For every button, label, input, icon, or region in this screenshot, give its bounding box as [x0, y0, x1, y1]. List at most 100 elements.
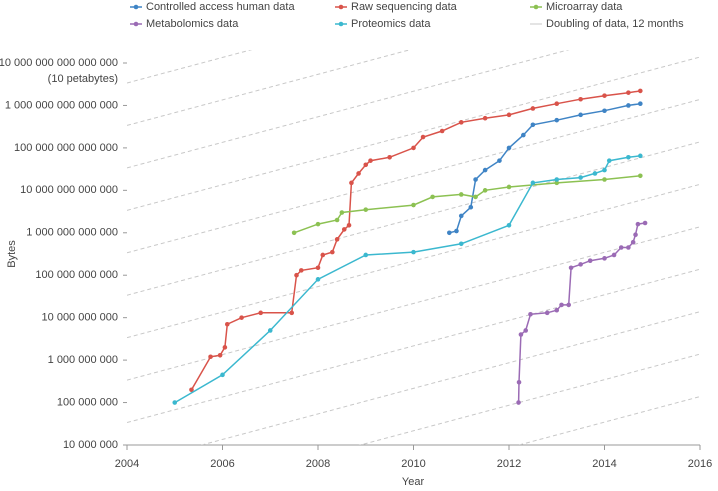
data-point	[239, 315, 244, 320]
data-point	[602, 167, 607, 173]
data-point	[554, 307, 560, 313]
data-point	[618, 245, 624, 250]
data-point	[506, 223, 512, 228]
data-point	[458, 192, 464, 197]
y-tick-label: 1 000 000 000 000	[26, 227, 118, 239]
data-point	[473, 194, 478, 200]
data-point	[363, 207, 369, 212]
data-point	[430, 194, 435, 200]
series-line	[517, 222, 646, 403]
data-point	[626, 103, 631, 108]
data-point	[530, 180, 536, 186]
annotation: (10 petabytes)	[48, 73, 118, 85]
data-point	[578, 112, 583, 118]
data-point	[320, 252, 326, 258]
data-point	[298, 268, 304, 273]
data-point	[506, 184, 512, 190]
x-tick-label: 2012	[497, 458, 521, 470]
y-tick-label: 100 000 000	[57, 396, 118, 408]
data-point	[482, 167, 488, 173]
data-point	[606, 158, 612, 163]
legend-label: Microarray data	[546, 1, 623, 13]
data-point	[387, 155, 392, 160]
y-tick-label: 100 000 000 000	[35, 269, 118, 281]
data-point	[554, 180, 560, 186]
data-point	[346, 223, 352, 228]
data-point	[578, 262, 583, 267]
legend-marker	[133, 21, 139, 27]
data-point	[554, 101, 560, 106]
doubling-line	[358, 353, 700, 445]
legend-marker	[338, 4, 344, 10]
data-point	[516, 380, 522, 385]
y-tick-label: 10 000 000 000 000 000	[0, 57, 118, 69]
data-point	[220, 372, 225, 378]
data-point	[334, 217, 340, 223]
doubling-line	[127, 50, 570, 169]
data-point	[411, 249, 416, 255]
data-point	[411, 145, 416, 151]
data-point	[578, 175, 583, 180]
data-point	[458, 120, 464, 125]
y-tick-label: 1 000 000 000 000 000	[5, 99, 118, 111]
data-point	[439, 128, 445, 134]
data-point	[468, 204, 474, 210]
doubling-line	[127, 226, 700, 381]
x-tick-label: 2016	[688, 458, 712, 470]
data-point	[630, 239, 636, 245]
data-point	[528, 312, 533, 317]
data-point	[568, 265, 574, 271]
x-tick-label: 2006	[210, 458, 234, 470]
data-point	[518, 332, 524, 337]
data-point	[341, 227, 347, 232]
data-point	[566, 302, 571, 308]
data-point	[497, 158, 502, 163]
data-point	[523, 328, 529, 333]
legend-marker	[133, 4, 139, 10]
doubling-line	[127, 183, 700, 339]
data-point	[633, 232, 638, 238]
data-point	[611, 252, 617, 258]
data-point	[638, 101, 643, 106]
data-point	[530, 122, 536, 128]
data-point	[189, 387, 194, 393]
data-point	[315, 265, 321, 271]
data-point	[587, 258, 593, 263]
data-point	[224, 321, 230, 327]
doubling-line	[127, 50, 411, 126]
y-tick-label: 10 000 000	[63, 439, 118, 451]
data-point	[638, 153, 643, 159]
doubling-line	[127, 141, 700, 296]
data-point	[356, 171, 361, 176]
data-point	[521, 132, 526, 138]
x-tick-label: 2010	[401, 458, 425, 470]
y-tick-label: 10 000 000 000 000	[20, 184, 118, 196]
series-line	[174, 155, 641, 404]
data-point	[554, 117, 560, 123]
data-point	[638, 88, 643, 94]
y-tick-label: 1 000 000 000	[48, 354, 118, 366]
data-point	[506, 112, 512, 118]
data-point	[334, 237, 340, 242]
legend-label: Doubling of data, 12 months	[546, 18, 684, 30]
data-point	[339, 210, 345, 215]
data-point	[349, 180, 354, 186]
data-point	[602, 256, 607, 261]
data-point	[258, 310, 264, 316]
x-tick-label: 2008	[306, 458, 330, 470]
legend-label: Proteomics data	[351, 18, 431, 30]
data-point	[217, 352, 223, 358]
data-point	[554, 177, 560, 182]
data-point	[592, 171, 598, 176]
data-point	[559, 302, 564, 308]
data-point	[289, 310, 295, 316]
data-point	[642, 220, 648, 226]
data-point	[222, 345, 228, 350]
data-point	[482, 115, 488, 121]
data-point	[208, 354, 213, 360]
data-point	[544, 310, 550, 316]
legend-label: Controlled access human data	[146, 1, 295, 13]
data-point	[368, 158, 373, 163]
data-point	[638, 173, 643, 179]
